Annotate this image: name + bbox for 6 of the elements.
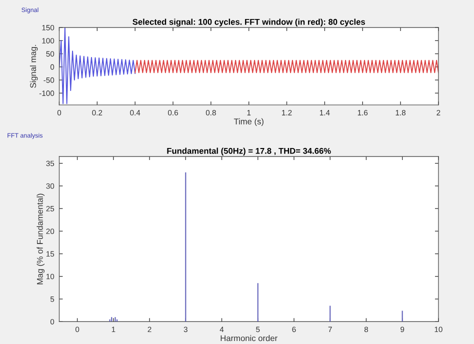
chart-title: Selected signal: 100 cycles. FFT window (in red): 80 cycles (132, 18, 365, 27)
y-axis-title: Signal mag. (30, 44, 38, 88)
x-axis-title: Time (s) (234, 118, 264, 126)
y-axis-title: Mag (% of Fundamental) (36, 194, 45, 284)
x-axis-title: Harmonic order (220, 335, 278, 342)
chart-title: Fundamental (50Hz) = 17.8 , THD= 34.66% (167, 148, 331, 156)
